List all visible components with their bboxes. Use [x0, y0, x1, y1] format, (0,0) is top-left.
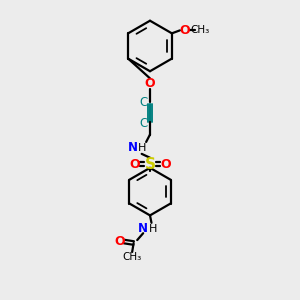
Text: O: O — [145, 77, 155, 90]
Text: O: O — [179, 24, 190, 37]
Text: N: N — [138, 222, 148, 235]
Text: H: H — [137, 143, 146, 153]
Text: O: O — [114, 235, 125, 248]
Text: S: S — [145, 157, 155, 172]
Text: CH₃: CH₃ — [190, 26, 209, 35]
Text: C: C — [139, 117, 148, 130]
Text: O: O — [129, 158, 140, 171]
Text: CH₃: CH₃ — [122, 252, 142, 262]
Text: C: C — [139, 96, 148, 109]
Text: N: N — [128, 141, 138, 154]
Text: O: O — [160, 158, 171, 171]
Text: H: H — [149, 224, 157, 234]
